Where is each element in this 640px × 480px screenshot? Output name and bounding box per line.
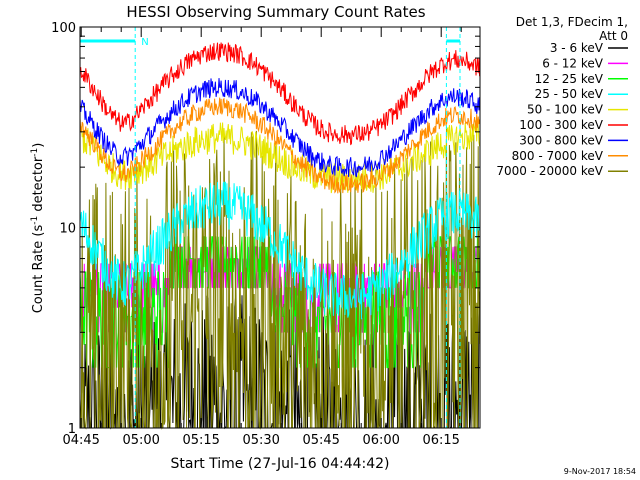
- x-tick-label: 04:45: [62, 433, 99, 448]
- legend-header: Det 1,3, FDecim 1,: [516, 15, 628, 29]
- x-tick-label: 06:15: [422, 433, 459, 448]
- legend-entry-label: 12 - 25 keV: [535, 72, 604, 86]
- y-axis-label-part: -1: [30, 148, 40, 157]
- night-marker-label: N: [141, 37, 148, 48]
- legend-entry-label: 3 - 6 keV: [550, 41, 604, 55]
- y-axis-label: Count Rate (s-1 detector-1): [30, 143, 46, 314]
- legend-entry-label: 100 - 300 keV: [519, 118, 603, 132]
- legend-entry-label: 7000 - 20000 keV: [496, 164, 603, 178]
- x-tick-label: 05:15: [182, 433, 219, 448]
- legend-entry-label: 300 - 800 keV: [519, 133, 603, 147]
- y-axis-label-part: ): [31, 143, 46, 148]
- series-3: [79, 181, 481, 320]
- legend-entry-label: 6 - 12 keV: [542, 56, 604, 70]
- x-axis-label: Start Time (27-Jul-16 04:44:42): [170, 456, 389, 472]
- series-7: [79, 97, 481, 194]
- series-line: [79, 181, 481, 320]
- series-6: [79, 78, 481, 178]
- series-layer: [79, 42, 481, 430]
- y-axis-label-part: detector: [31, 156, 46, 216]
- series-line: [79, 42, 481, 146]
- x-axis-ticks: 04:45 05:00 05:15 05:30 05:45 06:00 06:15: [62, 27, 462, 448]
- chart-title: HESSI Observing Summary Count Rates: [126, 3, 425, 21]
- footer-date: 9-Nov-2017 18:54: [564, 467, 636, 476]
- legend-entry-label: 50 - 100 keV: [527, 103, 604, 117]
- y-tick-label: 10: [59, 222, 76, 237]
- x-tick-label: 05:00: [122, 433, 159, 448]
- x-tick-label: 06:00: [362, 433, 399, 448]
- legend-entry-label: 800 - 7000 keV: [512, 149, 604, 163]
- y-axis-label-part: -1: [30, 216, 40, 225]
- legend-entry-label: 25 - 50 keV: [535, 87, 604, 101]
- series-4: [79, 120, 481, 194]
- y-axis-ticks: 1 10 100: [51, 21, 480, 437]
- y-axis-label-part: Count Rate (s: [31, 225, 46, 314]
- series-line: [79, 78, 481, 178]
- series-5: [79, 42, 481, 146]
- legend-header: Att 0: [599, 29, 628, 43]
- x-tick-label: 05:45: [302, 433, 339, 448]
- series-line: [79, 120, 481, 194]
- y-tick-label: 1: [68, 422, 76, 437]
- x-tick-label: 05:30: [242, 433, 279, 448]
- series-line: [79, 97, 481, 194]
- y-tick-label: 100: [51, 21, 76, 36]
